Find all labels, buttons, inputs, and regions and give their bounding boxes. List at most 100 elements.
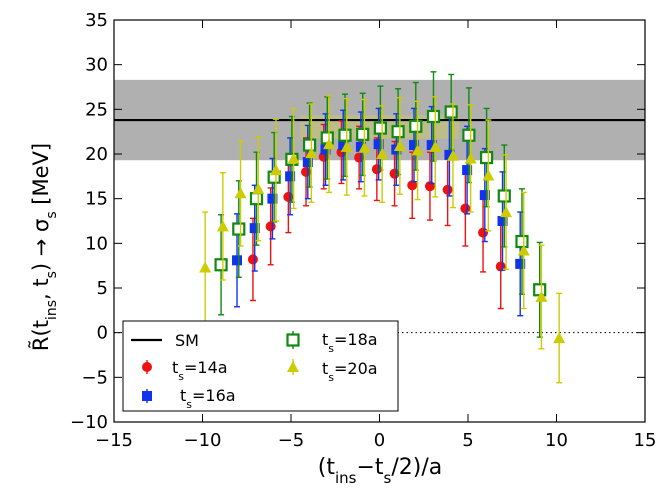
data-point — [391, 125, 405, 139]
legend: SM ts=14a ts=16a ts=18a ts=20a — [122, 320, 399, 412]
data-point — [232, 255, 243, 266]
data-point — [265, 221, 276, 232]
data-point — [214, 258, 228, 272]
data-point — [409, 140, 420, 151]
data-point — [354, 152, 365, 163]
data-point — [424, 181, 435, 192]
x-tick-label: 10 — [545, 430, 568, 451]
data-point — [478, 227, 489, 238]
data-point — [429, 140, 442, 152]
data-point — [323, 138, 336, 150]
legend-entry-16a: ts=16a — [142, 386, 236, 411]
data-point — [338, 128, 352, 142]
data-point — [267, 193, 278, 204]
legend-entry-20a: ts=20a — [287, 359, 378, 384]
legend-label-20a: ts=20a — [322, 359, 378, 384]
legend-entry-sm: SM — [131, 331, 199, 350]
x-tick-label: −10 — [184, 430, 222, 451]
data-point — [482, 169, 495, 181]
legend-marker-18a — [286, 333, 300, 347]
data-point — [338, 140, 349, 151]
series-layer — [199, 71, 566, 384]
x-tick-label: 5 — [462, 430, 473, 451]
data-point — [426, 109, 441, 124]
y-tick-label: −5 — [81, 367, 108, 388]
data-point — [232, 222, 246, 236]
data-point — [426, 140, 437, 151]
legend-marker-20a — [287, 361, 299, 372]
data-point — [479, 150, 494, 165]
data-point — [199, 261, 212, 273]
data-point — [500, 206, 513, 218]
legend-label-18a: ts=18a — [322, 330, 378, 355]
data-point — [462, 165, 473, 176]
legend-entry-14a: ts=14a — [142, 358, 228, 383]
data-point — [389, 168, 400, 179]
data-point — [442, 184, 453, 195]
data-point — [358, 141, 371, 153]
data-point — [301, 166, 312, 177]
series-ts20a — [199, 95, 566, 384]
legend-entry-18a: ts=18a — [286, 330, 378, 355]
data-point — [285, 171, 296, 182]
data-point — [411, 144, 424, 156]
x-tick-label: −15 — [95, 430, 133, 451]
data-point — [515, 234, 529, 249]
legend-marker-14a — [142, 362, 152, 372]
data-point — [479, 190, 490, 201]
data-point — [305, 147, 318, 159]
data-point — [249, 192, 264, 206]
x-tick-label: 15 — [634, 430, 657, 451]
data-point — [444, 149, 455, 160]
y-tick-label: 30 — [85, 55, 108, 76]
y-tick-label: −10 — [70, 412, 108, 433]
data-point — [320, 144, 331, 155]
data-point — [252, 182, 265, 194]
data-point — [497, 216, 508, 226]
y-tick-label: 35 — [85, 10, 108, 31]
legend-label-16a: ts=16a — [180, 386, 236, 411]
data-point — [497, 189, 511, 203]
y-tick-label: 15 — [85, 189, 108, 210]
y-tick-label: 0 — [97, 323, 108, 344]
data-point — [269, 164, 282, 176]
data-point — [340, 140, 353, 152]
data-point — [234, 187, 247, 199]
data-point — [393, 139, 406, 151]
x-axis-label: (tins−ts/2)/a — [318, 455, 443, 487]
data-point — [355, 141, 366, 152]
data-point — [517, 244, 530, 256]
y-tick-label: 5 — [97, 278, 108, 299]
data-point — [247, 254, 258, 265]
data-point — [376, 148, 389, 159]
data-point — [446, 149, 459, 161]
data-point — [533, 283, 547, 297]
data-point — [356, 127, 370, 141]
data-point — [460, 203, 471, 214]
y-tick-label: 25 — [85, 99, 108, 120]
data-point — [373, 139, 384, 150]
data-point — [464, 152, 477, 164]
data-point — [302, 157, 313, 168]
data-point — [302, 138, 317, 152]
data-point — [462, 128, 476, 142]
data-point — [283, 191, 294, 202]
data-point — [515, 258, 526, 269]
data-point — [216, 220, 229, 232]
legend-label-sm: SM — [175, 331, 199, 350]
data-point — [553, 332, 566, 344]
data-point — [371, 164, 382, 175]
data-point — [444, 105, 458, 119]
data-point — [407, 180, 418, 191]
legend-label-14a: ts=14a — [172, 358, 228, 383]
y-axis-label: R̃(tins, ts) → σs [MeV] — [28, 143, 60, 351]
data-point — [373, 121, 387, 135]
y-tick-label: 20 — [85, 144, 108, 165]
data-point — [409, 119, 423, 133]
legend-marker-16a — [142, 391, 152, 401]
data-point — [535, 290, 548, 302]
x-tick-label: −5 — [278, 430, 305, 451]
data-point — [287, 152, 300, 164]
